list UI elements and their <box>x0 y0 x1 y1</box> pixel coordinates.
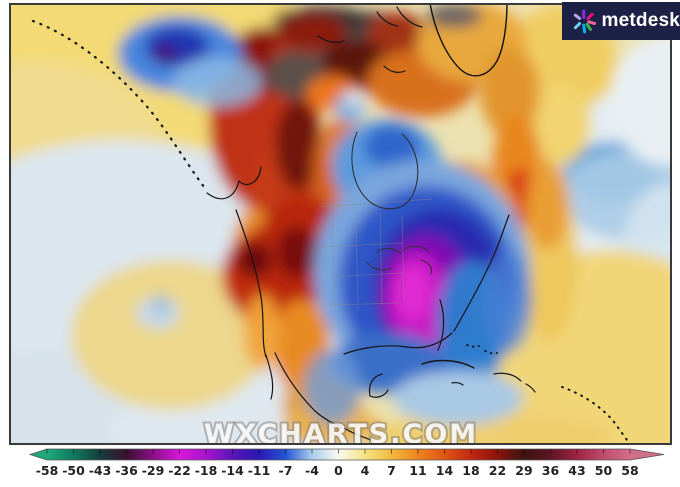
logo-ray <box>575 15 579 18</box>
anomaly-blob <box>172 57 262 107</box>
colorbar-label: -29 <box>142 463 165 478</box>
anomaly-blob <box>304 349 360 425</box>
colorbar-label: -18 <box>195 463 218 478</box>
anomaly-blob <box>345 90 363 104</box>
anomaly-blob <box>152 45 178 63</box>
colorbar-label: -22 <box>168 463 191 478</box>
colorbar-label: -58 <box>36 463 59 478</box>
anomaly-blob <box>393 371 523 425</box>
colorbar-labels: -58-50 -43-36 -29-22 -18-14 -11 -7 -4 0 4 7 11 14 18… <box>36 463 639 478</box>
anomaly-blob <box>277 226 317 278</box>
colorbar-label: -36 <box>115 463 138 478</box>
temperature-anomaly-map: WXCHARTS.COM WXCHARTS.COM <box>11 5 670 443</box>
colorbar-label: 7 <box>387 463 396 478</box>
colorbar-label: -4 <box>305 463 319 478</box>
anomaly-blob <box>484 249 532 353</box>
colorbar-label: -7 <box>279 463 293 478</box>
metdesk-brand-text: metdesk <box>602 10 680 32</box>
metdesk-star-icon <box>567 2 601 40</box>
colorbar-label: 4 <box>361 463 370 478</box>
colorbar-label: -50 <box>62 463 85 478</box>
logo-ray <box>575 24 579 28</box>
anomaly-blob <box>525 160 569 250</box>
colorbar-gradient-bar <box>30 449 664 460</box>
colorbar-label: 36 <box>542 463 560 478</box>
colorbar-label: 22 <box>489 463 506 478</box>
colorbar-label: 0 <box>334 463 343 478</box>
colorbar-label: -11 <box>248 463 271 478</box>
colorbar-label: -43 <box>89 463 112 478</box>
colorbar-label: 14 <box>436 463 454 478</box>
anomaly-blob <box>153 295 169 315</box>
logo-ray <box>584 25 585 32</box>
colorbar-label: 50 <box>595 463 613 478</box>
colorbar-label: 18 <box>462 463 479 478</box>
map-frame: WXCHARTS.COM WXCHARTS.COM <box>9 3 672 445</box>
logo-ray <box>587 24 590 29</box>
colorbar-label: 58 <box>621 463 638 478</box>
colorbar-label: -14 <box>221 463 244 478</box>
colorbar-label: 29 <box>515 463 532 478</box>
logo-ray <box>588 14 592 18</box>
colorbar-label: 11 <box>409 463 426 478</box>
metdesk-logo: metdesk <box>562 2 680 40</box>
logo-ray <box>589 22 595 24</box>
colorbar-label: 43 <box>568 463 585 478</box>
watermark-text: WXCHARTS.COM <box>204 419 478 443</box>
colorbar: -58-50 -43-36 -29-22 -18-14 -11 -7 -4 0 4 7 11 14 18… <box>0 444 680 483</box>
temperature-field <box>11 5 670 443</box>
anomaly-blob <box>236 242 272 278</box>
